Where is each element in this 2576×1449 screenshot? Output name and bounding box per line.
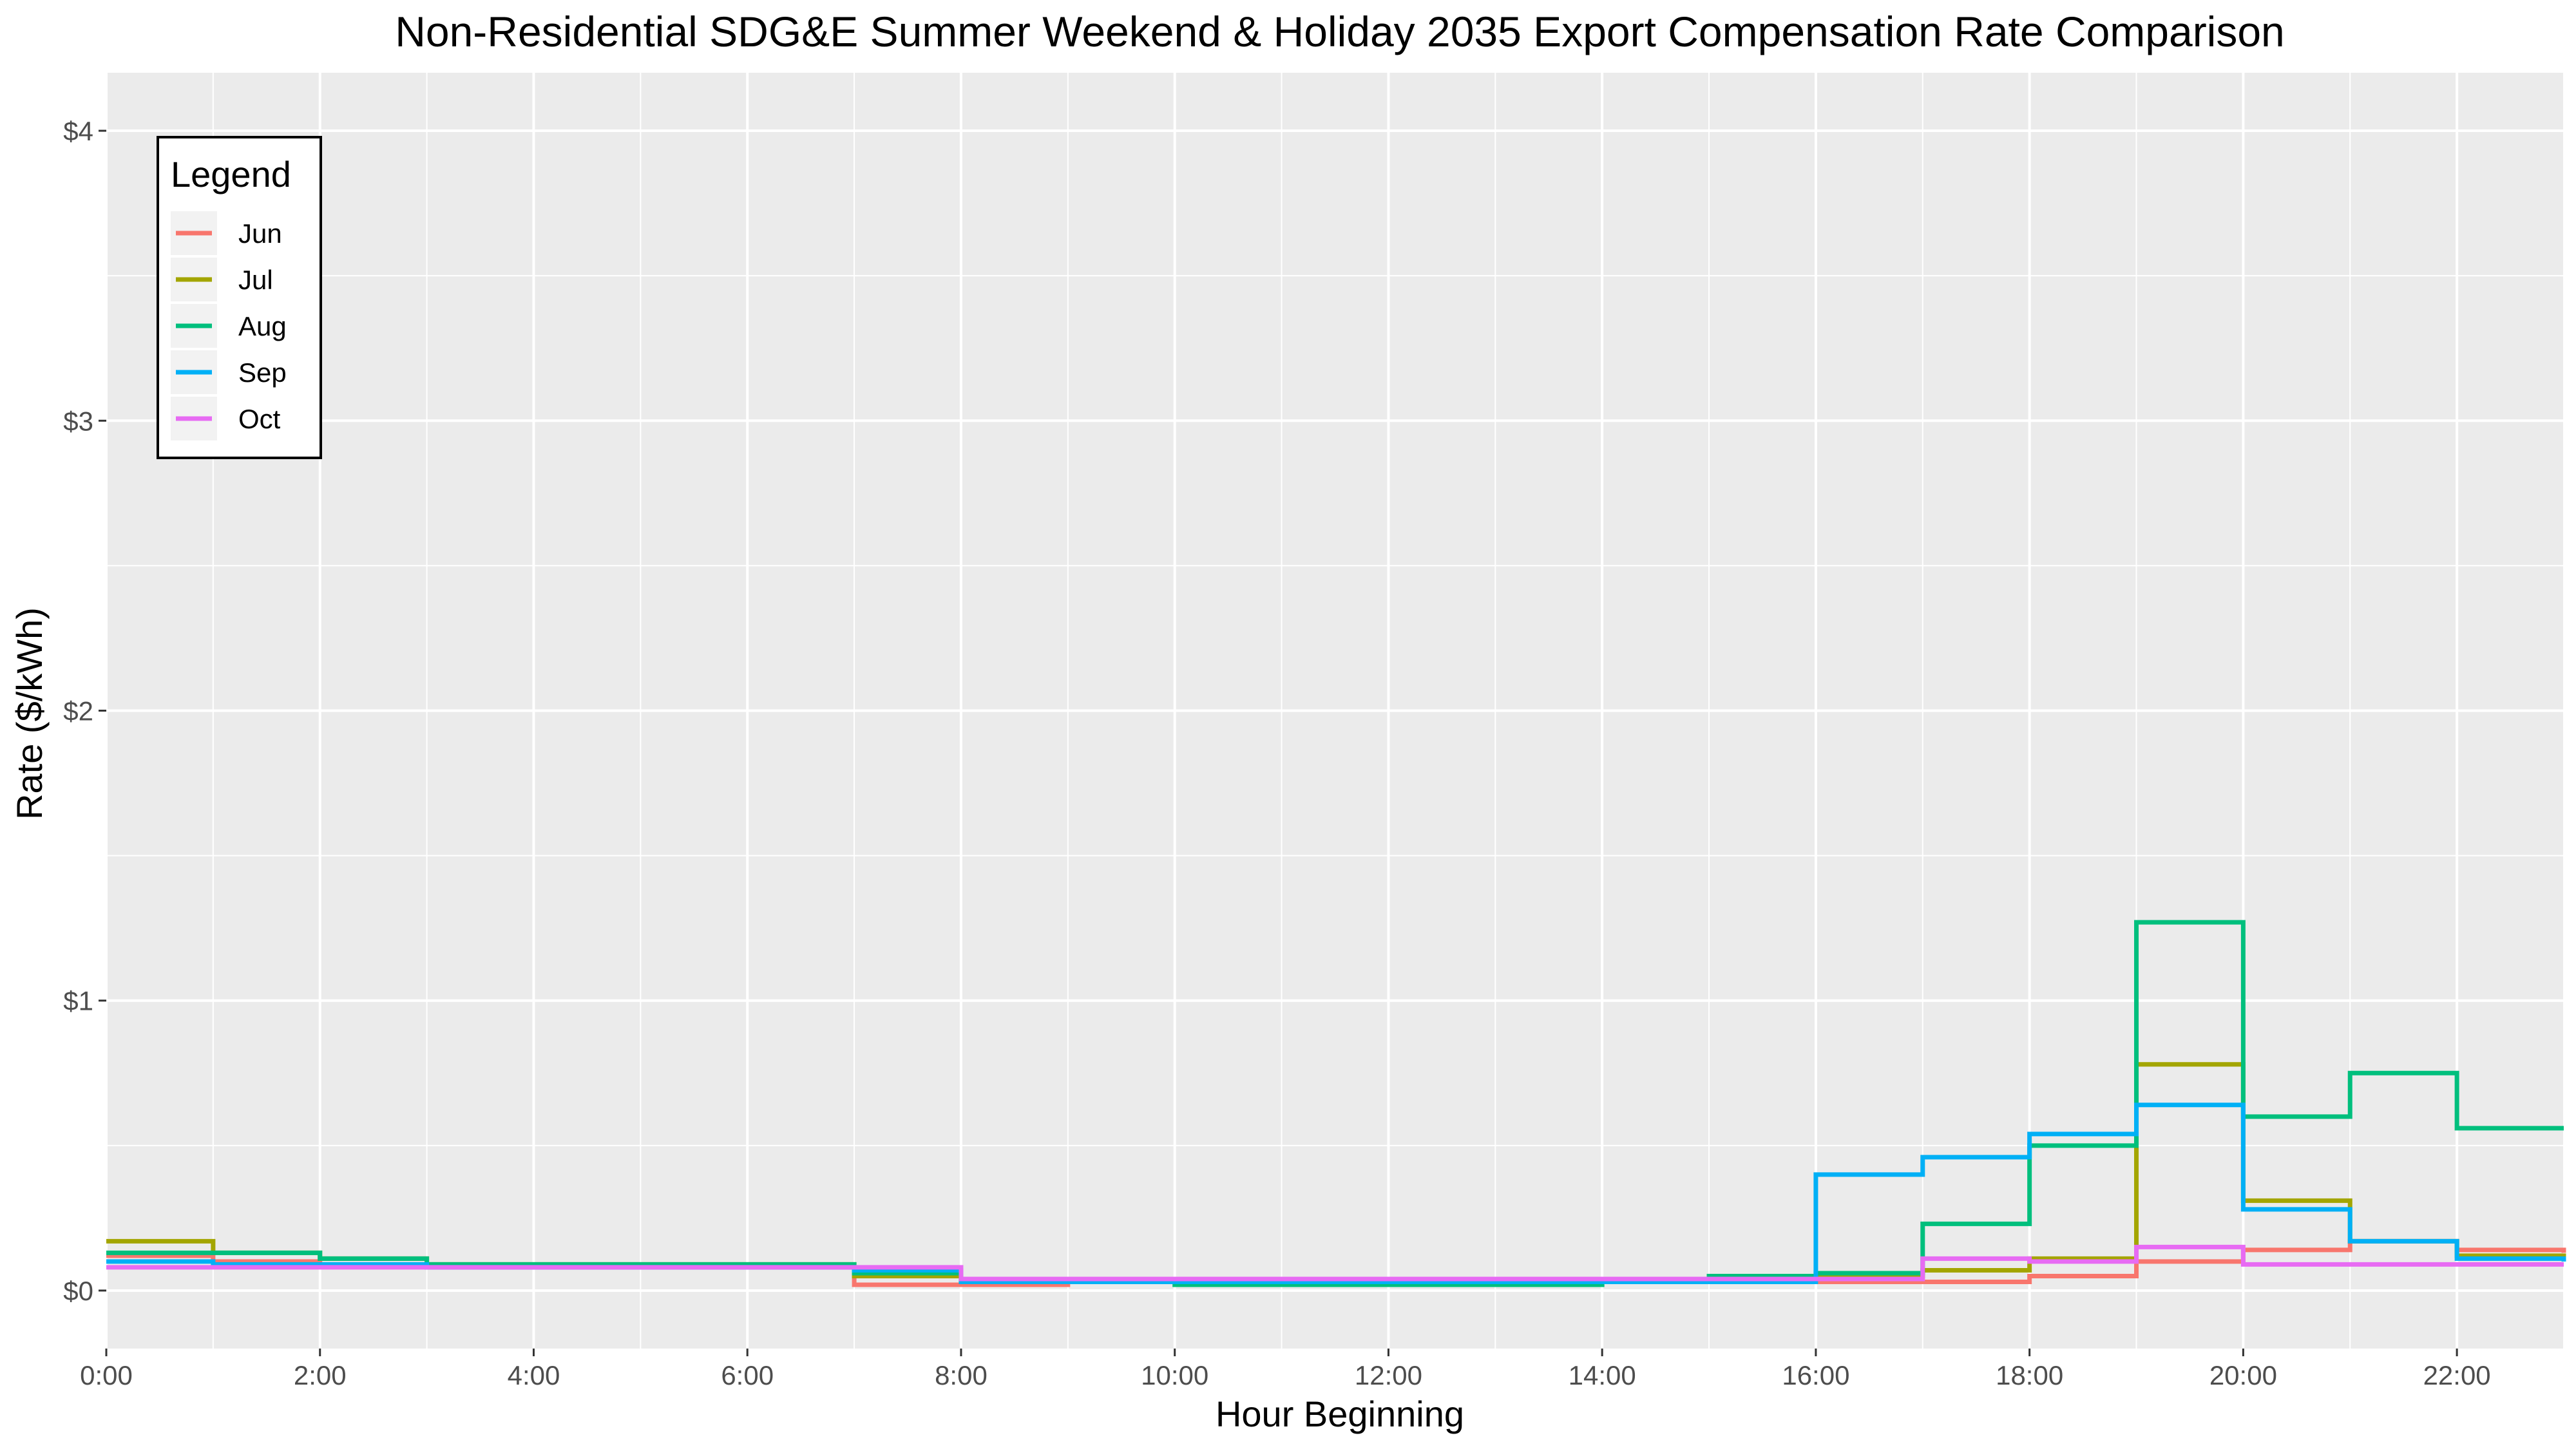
x-tick-label: 10:00	[1141, 1360, 1208, 1390]
chart-title: Non-Residential SDG&E Summer Weekend & H…	[395, 8, 2285, 55]
legend-title: Legend	[171, 154, 291, 194]
x-tick-label: 20:00	[2209, 1360, 2277, 1390]
legend-label-oct: Oct	[238, 404, 281, 434]
x-tick-label: 18:00	[1996, 1360, 2063, 1390]
x-axis-title: Hour Beginning	[1216, 1394, 1464, 1434]
y-tick-label: $0	[63, 1276, 93, 1306]
x-tick-label: 16:00	[1782, 1360, 1849, 1390]
x-tick-label: 4:00	[508, 1360, 560, 1390]
x-tick-label: 22:00	[2423, 1360, 2491, 1390]
x-tick-label: 12:00	[1355, 1360, 1422, 1390]
y-tick-label: $1	[63, 986, 93, 1016]
legend-label-jul: Jul	[238, 265, 273, 295]
y-axis: $0 $1 $2 $3 $4	[63, 116, 106, 1306]
y-tick-label: $4	[63, 116, 93, 146]
series-line-aug	[106, 920, 2564, 1287]
series-line-oct	[106, 1244, 2564, 1282]
legend-items: Jun Jul Aug Sep Oct	[171, 211, 287, 440]
y-tick-label: $2	[63, 696, 93, 726]
x-tick-label: 2:00	[294, 1360, 347, 1390]
series-lines	[106, 920, 2566, 1287]
x-tick-label: 6:00	[721, 1360, 774, 1390]
x-tick-label: 8:00	[935, 1360, 987, 1390]
x-tick-label: 0:00	[80, 1360, 133, 1390]
x-tick-label: 14:00	[1569, 1360, 1636, 1390]
legend-label-aug: Aug	[238, 311, 287, 341]
legend-label-jun: Jun	[238, 218, 282, 249]
y-tick-label: $3	[63, 406, 93, 436]
legend-label-sep: Sep	[238, 357, 287, 388]
legend: Legend Jun Jul Aug Sep Oct	[157, 136, 322, 459]
y-axis-title: Rate ($/kWh)	[9, 607, 50, 820]
x-axis: 0:00 2:00 4:00 6:00 8:00 10:00 12:00 14:00 16:00…	[80, 1349, 2491, 1390]
